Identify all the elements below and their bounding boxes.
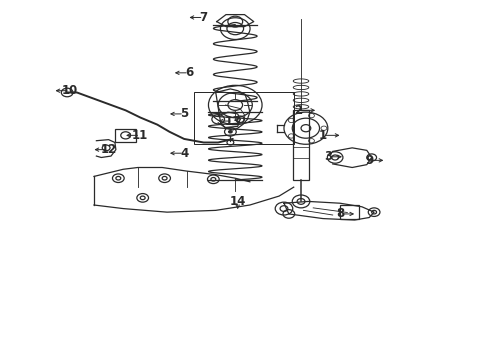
Bar bbox=[115, 129, 136, 142]
Bar bbox=[194, 93, 294, 144]
Text: 7: 7 bbox=[199, 11, 208, 24]
Text: 12: 12 bbox=[100, 143, 117, 156]
Text: 8: 8 bbox=[336, 207, 344, 220]
Text: 3: 3 bbox=[324, 150, 332, 163]
Bar bbox=[340, 205, 360, 219]
Text: 1: 1 bbox=[319, 129, 327, 142]
Text: 14: 14 bbox=[229, 195, 246, 208]
Circle shape bbox=[228, 130, 233, 134]
Text: 10: 10 bbox=[61, 84, 78, 97]
Text: 5: 5 bbox=[180, 107, 188, 120]
Text: 6: 6 bbox=[185, 66, 193, 79]
Bar bbox=[293, 111, 309, 180]
Text: 11: 11 bbox=[132, 129, 148, 142]
Text: 2: 2 bbox=[294, 104, 303, 117]
Text: 9: 9 bbox=[365, 154, 373, 167]
Text: 13: 13 bbox=[225, 114, 241, 127]
Text: 4: 4 bbox=[180, 147, 188, 160]
